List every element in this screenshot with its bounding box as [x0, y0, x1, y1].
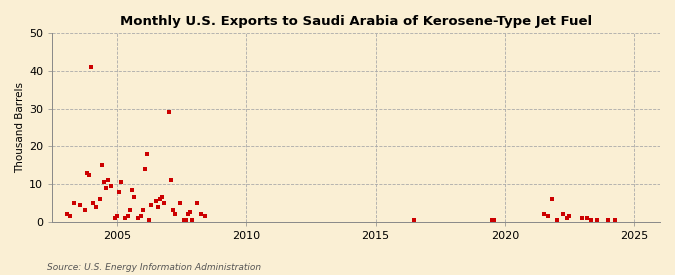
Text: Source: U.S. Energy Information Administration: Source: U.S. Energy Information Administ…: [47, 263, 261, 272]
Point: [113, 189, 124, 194]
Point: [64, 214, 75, 218]
Point: [178, 218, 189, 222]
Point: [603, 218, 614, 222]
Point: [165, 178, 176, 183]
Point: [109, 216, 120, 220]
Point: [564, 214, 575, 218]
Point: [163, 110, 174, 115]
Point: [142, 152, 153, 156]
Point: [191, 201, 202, 205]
Point: [79, 208, 90, 213]
Point: [90, 204, 101, 209]
Point: [124, 208, 135, 213]
Point: [151, 199, 161, 203]
Point: [592, 218, 603, 222]
Point: [99, 180, 109, 184]
Point: [157, 195, 167, 199]
Point: [551, 218, 562, 222]
Point: [120, 216, 131, 220]
Point: [181, 218, 192, 222]
Point: [116, 180, 127, 184]
Point: [68, 201, 79, 205]
Point: [155, 197, 165, 201]
Point: [140, 167, 151, 171]
Point: [159, 201, 169, 205]
Point: [487, 218, 497, 222]
Point: [133, 216, 144, 220]
Point: [153, 204, 163, 209]
Point: [577, 216, 588, 220]
Y-axis label: Thousand Barrels: Thousand Barrels: [15, 82, 25, 173]
Point: [409, 218, 420, 222]
Point: [75, 203, 86, 207]
Point: [581, 216, 592, 220]
Point: [103, 178, 114, 183]
Point: [111, 214, 122, 218]
Title: Monthly U.S. Exports to Saudi Arabia of Kerosene-Type Jet Fuel: Monthly U.S. Exports to Saudi Arabia of …: [120, 15, 592, 28]
Point: [146, 203, 157, 207]
Point: [187, 218, 198, 222]
Point: [174, 201, 185, 205]
Point: [547, 197, 558, 201]
Point: [489, 218, 500, 222]
Point: [105, 184, 116, 188]
Point: [543, 214, 554, 218]
Point: [138, 208, 148, 213]
Point: [169, 212, 180, 216]
Point: [185, 210, 196, 214]
Point: [97, 163, 107, 167]
Point: [167, 208, 178, 213]
Point: [562, 216, 573, 220]
Point: [129, 195, 140, 199]
Point: [81, 170, 92, 175]
Point: [127, 188, 138, 192]
Point: [88, 201, 99, 205]
Point: [558, 212, 568, 216]
Point: [196, 212, 207, 216]
Point: [95, 197, 105, 201]
Point: [183, 212, 194, 216]
Point: [200, 214, 211, 218]
Point: [122, 214, 133, 218]
Point: [101, 186, 111, 190]
Point: [538, 212, 549, 216]
Point: [610, 218, 620, 222]
Point: [585, 218, 596, 222]
Point: [144, 218, 155, 222]
Point: [86, 65, 97, 70]
Point: [62, 212, 73, 216]
Point: [84, 172, 95, 177]
Point: [136, 214, 146, 218]
